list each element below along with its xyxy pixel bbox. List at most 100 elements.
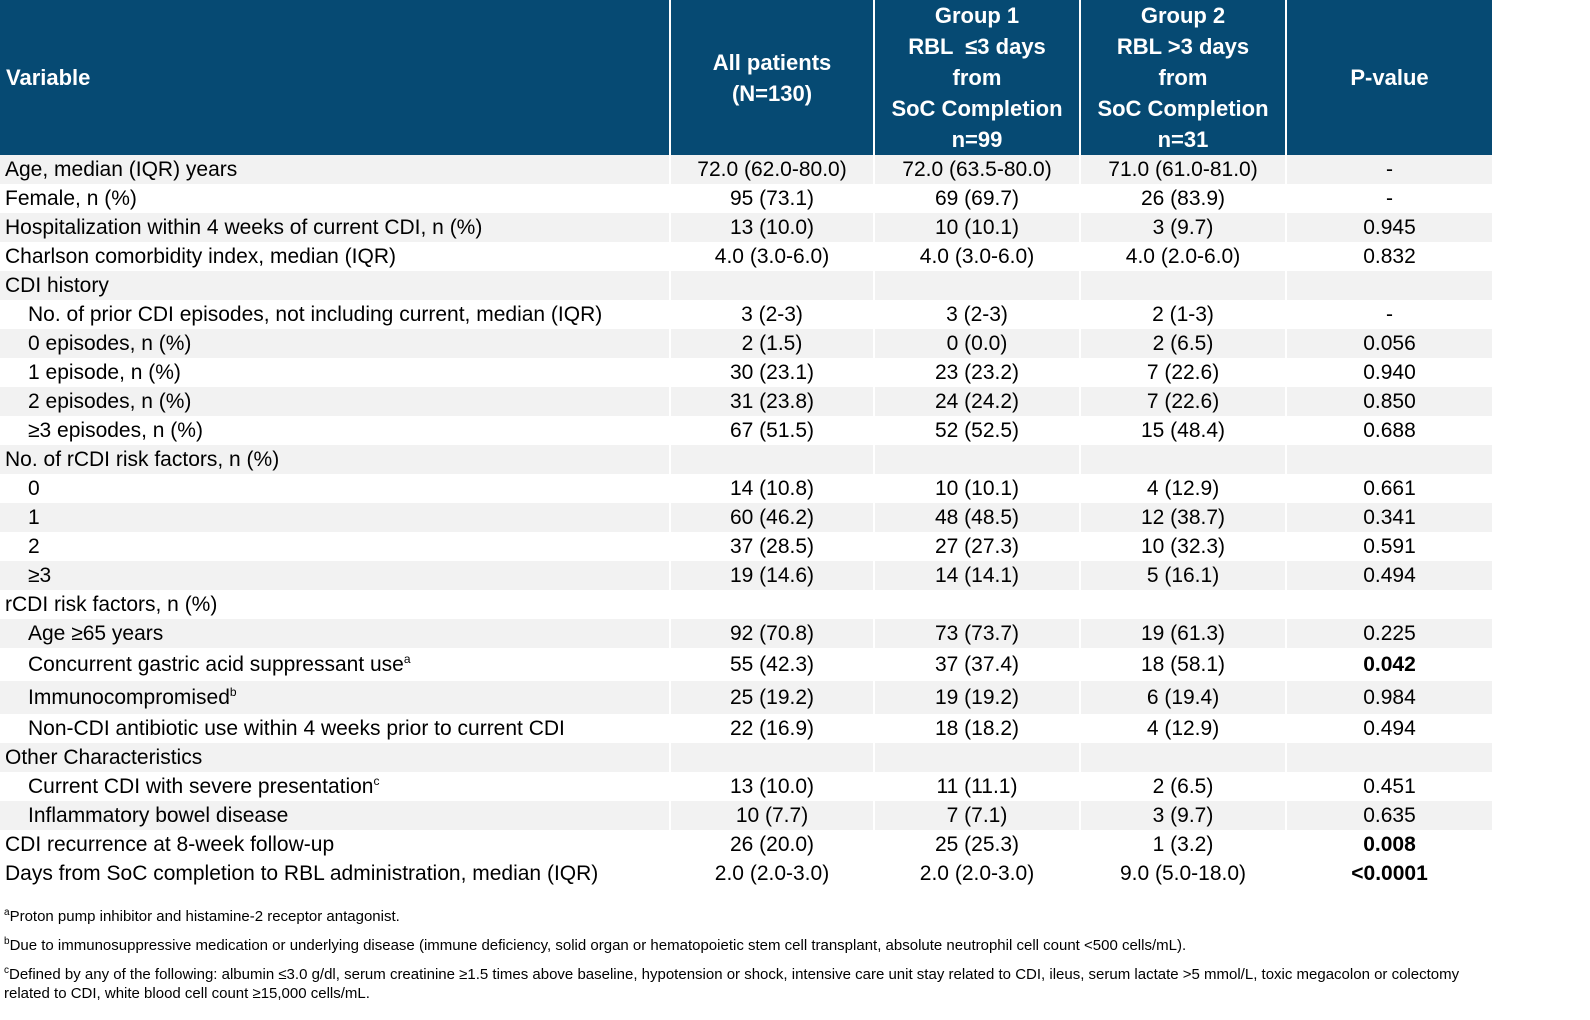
cell-p-value: 0.494 <box>1286 561 1492 590</box>
row-variable: ≥3 episodes, n (%) <box>0 416 671 445</box>
cell-p-value: 0.850 <box>1286 387 1492 416</box>
footnotes: aProton pump inhibitor and histamine-2 r… <box>4 907 1484 1013</box>
cell-group-1: 37 (37.4) <box>874 648 1081 681</box>
cell-p-value: 0.008 <box>1363 832 1416 856</box>
cell-all-patients: 37 (28.5) <box>670 532 875 561</box>
row-label: Age, median (IQR) years <box>5 157 238 181</box>
cell-p-value: 0.688 <box>1363 418 1416 442</box>
cell-p-value <box>1286 271 1492 300</box>
cell-group-1: 52 (52.5) <box>874 416 1081 445</box>
cell-group-2: 71.0 (61.0-81.0) <box>1080 155 1287 184</box>
cell-group-1: 3 (2-3) <box>874 300 1081 329</box>
cell-group-2: 10 (32.3) <box>1080 532 1287 561</box>
cell-all-patients: 30 (23.1) <box>670 358 875 387</box>
footnote: cDefined by any of the following: albumi… <box>4 965 1484 1003</box>
row-variable: Age, median (IQR) years <box>0 155 671 184</box>
cell-group-2: 2 (6.5) <box>1080 772 1287 801</box>
footnote: bDue to immunosuppressive medication or … <box>4 936 1484 955</box>
cell-group-2: 7 (22.6) <box>1080 358 1287 387</box>
row-variable: Female, n (%) <box>0 184 671 213</box>
cell-all-patients: 13 (10.0) <box>670 772 875 801</box>
row-label: 2 <box>28 534 40 558</box>
row-label: Charlson comorbidity index, median (IQR) <box>5 244 396 268</box>
row-variable: No. of prior CDI episodes, not including… <box>0 300 671 329</box>
cell-all-patients: 14 (10.8) <box>670 474 875 503</box>
row-variable: No. of rCDI risk factors, n (%) <box>0 445 671 474</box>
cell-group-2: 6 (19.4) <box>1080 681 1287 714</box>
baseline-characteristics-table-container: Variable All patients (N=130) Group 1 RB… <box>0 0 1492 888</box>
cell-group-2: 5 (16.1) <box>1080 561 1287 590</box>
table-row: 1 episode, n (%) 30 (23.1) 23 (23.2) 7 (22.… <box>0 358 1492 387</box>
footnote-text: Due to immunosuppressive medication or u… <box>9 937 1187 954</box>
table-row: Age, median (IQR) years 72.0 (62.0-80.0) 7… <box>0 155 1492 184</box>
header-group2-line: n=31 <box>1157 127 1209 152</box>
row-label: Non-CDI antibiotic use within 4 weeks pr… <box>28 716 565 740</box>
cell-p-value: 0.940 <box>1363 360 1416 384</box>
row-label: Hospitalization within 4 weeks of curren… <box>5 215 483 239</box>
cell-group-2: 19 (61.3) <box>1080 619 1287 648</box>
table-row: 0 14 (10.8) 10 (10.1) 4 (12.9) 0.661 <box>0 474 1492 503</box>
header-group2-line: from <box>1158 65 1208 90</box>
cell-all-patients: 26 (20.0) <box>670 830 875 859</box>
footnote-letter: c <box>4 965 9 976</box>
row-variable: Immunocompromisedb <box>0 681 671 714</box>
cell-all-patients: 13 (10.0) <box>670 213 875 242</box>
cell-group-2: 4 (12.9) <box>1080 714 1287 743</box>
cell-group-1: 2.0 (2.0-3.0) <box>874 859 1081 888</box>
cell-all-patients: 72.0 (62.0-80.0) <box>670 155 875 184</box>
cell-group-2: 18 (58.1) <box>1080 648 1287 681</box>
table-row: Charlson comorbidity index, median (IQR)… <box>0 242 1492 271</box>
table-row: Age ≥65 years 92 (70.8) 73 (73.7) 19 (61.3)… <box>0 619 1492 648</box>
cell-group-1: 14 (14.1) <box>874 561 1081 590</box>
cell-all-patients: 19 (14.6) <box>670 561 875 590</box>
cell-group-1 <box>874 590 1081 619</box>
cell-group-1: 23 (23.2) <box>874 358 1081 387</box>
cell-p-value: - <box>1386 302 1393 326</box>
cell-all-patients: 67 (51.5) <box>670 416 875 445</box>
row-variable: Current CDI with severe presentationc <box>0 772 671 801</box>
row-label: Current CDI with severe presentation <box>28 774 374 798</box>
cell-p-value: 0.494 <box>1363 716 1416 740</box>
table-row: Inflammatory bowel disease 10 (7.7) 7 (7.1… <box>0 801 1492 830</box>
footnote-text: Proton pump inhibitor and histamine-2 re… <box>9 908 400 925</box>
row-variable: 1 episode, n (%) <box>0 358 671 387</box>
cell-group-2: 2 (1-3) <box>1080 300 1287 329</box>
row-variable: 1 <box>0 503 671 532</box>
header-group-2: Group 2 RBL >3 days from SoC Completion … <box>1080 0 1287 155</box>
cell-group-2: 3 (9.7) <box>1080 801 1287 830</box>
cell-all-patients: 60 (46.2) <box>670 503 875 532</box>
table-row: 2 37 (28.5) 27 (27.3) 10 (32.3) 0.591 <box>0 532 1492 561</box>
table-row: Current CDI with severe presentationc 13 … <box>0 772 1492 801</box>
row-label: 0 episodes, n (%) <box>28 331 192 355</box>
row-label: rCDI risk factors, n (%) <box>5 592 218 616</box>
cell-p-value: 0.661 <box>1363 476 1416 500</box>
row-label: CDI history <box>5 273 109 297</box>
footnote-marker: a <box>403 651 411 666</box>
table-row: Other Characteristics <box>0 743 1492 772</box>
cell-all-patients: 25 (19.2) <box>670 681 875 714</box>
row-variable: 0 episodes, n (%) <box>0 329 671 358</box>
table-row: Days from SoC completion to RBL administ… <box>0 859 1492 888</box>
table-row: ≥3 episodes, n (%) 67 (51.5) 52 (52.5) 15 (… <box>0 416 1492 445</box>
row-label: Days from SoC completion to RBL administ… <box>5 861 599 885</box>
row-label: 2 episodes, n (%) <box>28 389 192 413</box>
row-variable: 0 <box>0 474 671 503</box>
cell-all-patients: 2.0 (2.0-3.0) <box>670 859 875 888</box>
header-group2-line: RBL >3 days <box>1116 34 1250 59</box>
row-label: ≥3 <box>28 563 52 587</box>
table-row: 0 episodes, n (%) 2 (1.5) 0 (0.0) 2 (6.5) 0.… <box>0 329 1492 358</box>
header-row: Variable All patients (N=130) Group 1 RB… <box>0 0 1492 155</box>
cell-group-2 <box>1080 445 1287 474</box>
header-all-line: All patients <box>712 49 832 75</box>
cell-group-2: 9.0 (5.0-18.0) <box>1080 859 1287 888</box>
cell-p-value: 0.042 <box>1363 652 1416 676</box>
cell-group-1: 0 (0.0) <box>874 329 1081 358</box>
cell-group-1: 69 (69.7) <box>874 184 1081 213</box>
cell-group-2: 26 (83.9) <box>1080 184 1287 213</box>
cell-p-value <box>1286 590 1492 619</box>
row-variable: Non-CDI antibiotic use within 4 weeks pr… <box>0 714 671 743</box>
header-group1-line: RBL ≤3 days <box>908 34 1046 59</box>
cell-all-patients <box>670 743 875 772</box>
row-variable: Charlson comorbidity index, median (IQR) <box>0 242 671 271</box>
cell-group-1: 27 (27.3) <box>874 532 1081 561</box>
